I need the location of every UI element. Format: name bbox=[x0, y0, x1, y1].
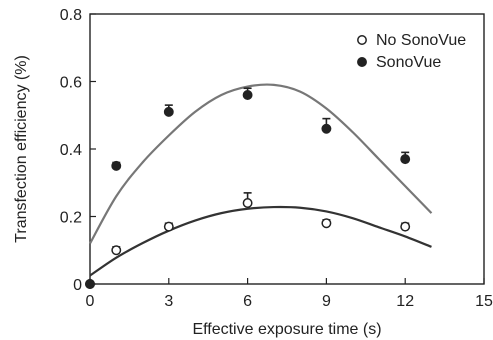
x-tick-label: 12 bbox=[396, 293, 414, 310]
y-tick-label: 0 bbox=[73, 277, 82, 294]
y-axis-label: Transfection efficiency (%) bbox=[13, 55, 30, 243]
data-point-sonovue bbox=[111, 160, 122, 171]
data-point-sonovue bbox=[400, 154, 411, 165]
data-point-no-sonovue bbox=[321, 218, 332, 229]
data-point-sonovue bbox=[321, 123, 332, 134]
data-point-no-sonovue bbox=[400, 221, 411, 232]
data-point-no-sonovue bbox=[111, 245, 122, 256]
data-point-sonovue bbox=[163, 106, 174, 117]
fit-curve-no-sonovue bbox=[89, 205, 432, 277]
y-tick-label: 0.8 bbox=[60, 7, 82, 24]
data-point-no-sonovue bbox=[163, 221, 174, 232]
x-tick-label: 9 bbox=[322, 293, 331, 310]
legend-label-no-sonovue: No SonoVue bbox=[376, 32, 466, 49]
data-point-sonovue bbox=[85, 279, 95, 289]
x-tick-label: 6 bbox=[243, 293, 252, 310]
legend-marker-no-sonovue bbox=[357, 35, 367, 45]
legend-label-sonovue: SonoVue bbox=[376, 54, 441, 71]
data-point-no-sonovue bbox=[242, 198, 253, 208]
x-tick-label: 3 bbox=[164, 293, 173, 310]
data-point-sonovue bbox=[242, 90, 253, 100]
x-tick-label: 0 bbox=[86, 293, 95, 310]
y-tick-label: 0.6 bbox=[60, 75, 82, 92]
y-tick-label: 0.4 bbox=[60, 142, 82, 159]
x-axis-label: Effective exposure time (s) bbox=[192, 321, 381, 338]
x-tick-label: 15 bbox=[475, 293, 493, 310]
fit-curve-sonovue bbox=[89, 83, 433, 245]
legend-marker-sonovue bbox=[357, 57, 367, 67]
y-tick-label: 0.2 bbox=[60, 210, 82, 227]
